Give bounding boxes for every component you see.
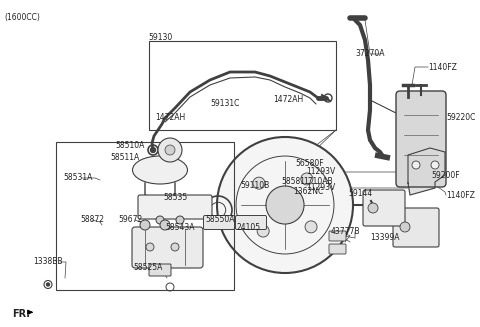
Text: 1710AB: 1710AB bbox=[303, 178, 333, 186]
Text: 1472AH: 1472AH bbox=[155, 113, 185, 123]
Text: 13399A: 13399A bbox=[370, 233, 400, 243]
Bar bbox=[56, 142, 234, 290]
Text: 43777B: 43777B bbox=[330, 228, 360, 236]
Circle shape bbox=[257, 225, 269, 237]
Text: 58872: 58872 bbox=[80, 215, 104, 225]
FancyBboxPatch shape bbox=[396, 91, 446, 187]
Text: 58511A: 58511A bbox=[110, 153, 140, 163]
Text: 11293V: 11293V bbox=[306, 183, 335, 193]
Circle shape bbox=[431, 161, 439, 169]
Text: 59130: 59130 bbox=[148, 33, 172, 43]
Circle shape bbox=[151, 147, 156, 152]
Circle shape bbox=[305, 221, 317, 233]
FancyBboxPatch shape bbox=[149, 264, 171, 276]
FancyBboxPatch shape bbox=[236, 215, 266, 230]
Text: 59200F: 59200F bbox=[432, 170, 460, 180]
Text: 11293V: 11293V bbox=[306, 167, 335, 177]
FancyBboxPatch shape bbox=[138, 195, 212, 219]
Text: 58525A: 58525A bbox=[133, 264, 163, 272]
Circle shape bbox=[140, 220, 150, 230]
FancyBboxPatch shape bbox=[329, 244, 346, 254]
Circle shape bbox=[253, 177, 265, 189]
Text: 1472AH: 1472AH bbox=[273, 95, 303, 105]
Text: 37270A: 37270A bbox=[355, 49, 384, 59]
Text: 58550A: 58550A bbox=[205, 215, 235, 225]
Circle shape bbox=[156, 216, 164, 224]
FancyBboxPatch shape bbox=[329, 231, 346, 241]
Text: 59131C: 59131C bbox=[210, 98, 240, 108]
Text: 56580F: 56580F bbox=[296, 159, 324, 167]
Circle shape bbox=[412, 161, 420, 169]
Text: 58543A: 58543A bbox=[165, 223, 195, 232]
FancyBboxPatch shape bbox=[204, 215, 235, 230]
Circle shape bbox=[160, 220, 170, 230]
Text: (1600CC): (1600CC) bbox=[5, 13, 41, 22]
Text: FR.: FR. bbox=[12, 309, 30, 319]
Bar bbox=[149, 41, 336, 130]
Circle shape bbox=[217, 137, 353, 273]
Circle shape bbox=[171, 243, 179, 251]
Text: 58510A: 58510A bbox=[115, 141, 144, 149]
Circle shape bbox=[368, 203, 378, 213]
Text: 58581: 58581 bbox=[281, 178, 305, 186]
Circle shape bbox=[158, 138, 182, 162]
Circle shape bbox=[400, 222, 410, 232]
Text: 24105: 24105 bbox=[237, 223, 261, 232]
Circle shape bbox=[47, 283, 49, 286]
FancyBboxPatch shape bbox=[132, 227, 203, 268]
Circle shape bbox=[301, 173, 313, 185]
Text: 59672: 59672 bbox=[118, 215, 142, 225]
Circle shape bbox=[146, 243, 154, 251]
Text: 59110B: 59110B bbox=[240, 181, 270, 190]
Text: 58535: 58535 bbox=[163, 194, 187, 202]
Text: 1140FZ: 1140FZ bbox=[446, 191, 475, 199]
Circle shape bbox=[266, 186, 304, 224]
Text: 59144: 59144 bbox=[348, 188, 372, 198]
FancyBboxPatch shape bbox=[363, 190, 405, 226]
Text: 59220C: 59220C bbox=[446, 113, 475, 123]
Circle shape bbox=[176, 216, 184, 224]
Text: 1140FZ: 1140FZ bbox=[428, 62, 457, 72]
Text: 1338BB: 1338BB bbox=[33, 257, 63, 267]
Circle shape bbox=[165, 145, 175, 155]
Polygon shape bbox=[408, 148, 445, 195]
Text: 1362NC: 1362NC bbox=[293, 187, 323, 197]
Ellipse shape bbox=[132, 156, 188, 184]
FancyBboxPatch shape bbox=[393, 208, 439, 247]
Text: 58531A: 58531A bbox=[63, 174, 93, 182]
